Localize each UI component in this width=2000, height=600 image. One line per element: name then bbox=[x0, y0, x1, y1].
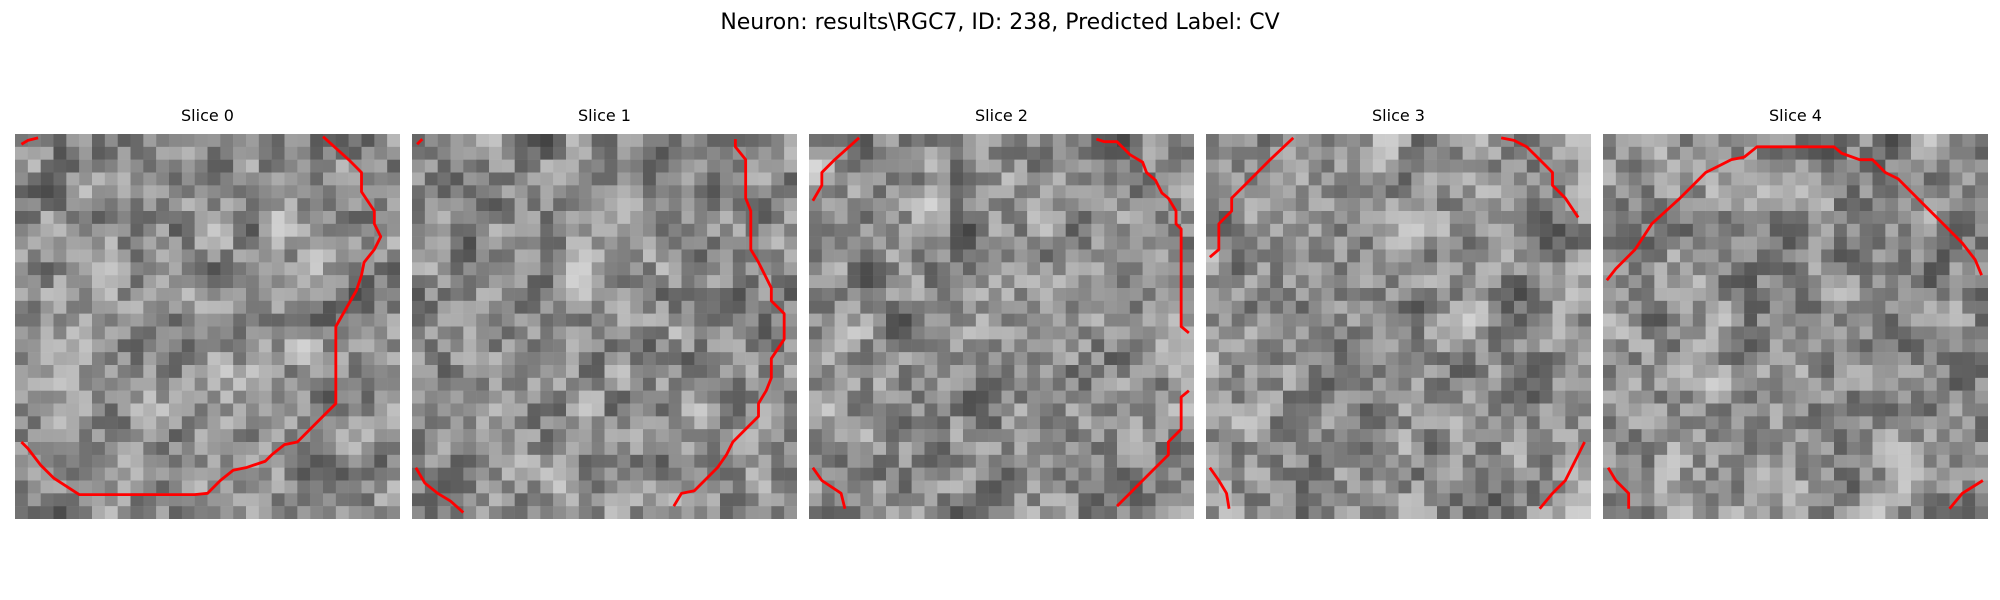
contour-line bbox=[1116, 389, 1190, 508]
slice-title: Slice 1 bbox=[578, 106, 631, 125]
slice-image-2 bbox=[809, 134, 1194, 519]
contour-line bbox=[1500, 136, 1580, 219]
slice-panel-4: Slice 4 bbox=[1603, 106, 1988, 519]
figure-title: Neuron: results\RGC7, ID: 238, Predicted… bbox=[720, 10, 1280, 35]
contour-line bbox=[1948, 479, 1984, 510]
contour-line bbox=[1605, 145, 1983, 282]
contour-line bbox=[811, 466, 847, 510]
contour-line bbox=[672, 139, 786, 507]
contour-line bbox=[811, 136, 860, 202]
contour-line bbox=[1606, 466, 1631, 509]
slice-image-1 bbox=[412, 134, 797, 519]
contour-line bbox=[1538, 441, 1586, 510]
slice-image-0 bbox=[15, 134, 400, 519]
contour-line bbox=[1096, 137, 1190, 335]
slice-panel-2: Slice 2 bbox=[809, 106, 1194, 519]
contour-line bbox=[1208, 136, 1295, 259]
slice-panel-1: Slice 1 bbox=[412, 106, 797, 519]
slice-image-3 bbox=[1206, 134, 1591, 519]
slice-title: Slice 2 bbox=[975, 106, 1028, 125]
contour-line bbox=[414, 466, 465, 514]
contour-line bbox=[416, 138, 424, 146]
slice-title: Slice 0 bbox=[181, 106, 234, 125]
contour-line bbox=[20, 135, 383, 497]
slice-panel-0: Slice 0 bbox=[15, 106, 400, 519]
slice-title: Slice 4 bbox=[1769, 106, 1822, 125]
slice-image-4 bbox=[1603, 134, 1988, 519]
contour-line bbox=[20, 136, 39, 146]
contour-line bbox=[1208, 466, 1231, 509]
slice-panel-3: Slice 3 bbox=[1206, 106, 1591, 519]
slice-title: Slice 3 bbox=[1372, 106, 1425, 125]
